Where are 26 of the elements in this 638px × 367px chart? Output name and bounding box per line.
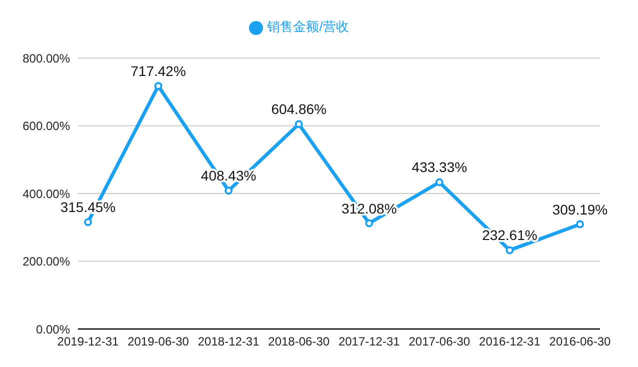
y-tick-label: 400.00%: [22, 186, 70, 201]
x-tick-label: 2019-06-30: [128, 334, 190, 349]
y-tick-label: 800.00%: [22, 51, 70, 66]
point: [576, 220, 584, 228]
x-tick-label: 2016-12-31: [479, 334, 541, 349]
y-tick-label: 0.00%: [36, 322, 70, 336]
x-tick-label: 2018-06-30: [268, 334, 330, 349]
data-label: 309.19%: [552, 201, 608, 218]
data-label: 433.33%: [412, 159, 468, 176]
x-tick-label: 2017-12-31: [338, 334, 400, 349]
point: [435, 178, 444, 186]
point: [224, 186, 233, 195]
data-label: 717.42%: [130, 62, 186, 79]
x-tick-label: 2016-06-30: [549, 334, 612, 349]
point: [506, 246, 514, 254]
x-tick-label: 2019-12-31: [57, 334, 120, 349]
point: [294, 120, 303, 128]
y-tick-label: 200.00%: [22, 254, 70, 269]
point: [84, 218, 92, 226]
x-tick-label: 2018-12-31: [198, 334, 260, 349]
legend-label: 销售金额/营收: [267, 19, 349, 34]
x-tick-label: 2017-06-30: [408, 334, 470, 349]
y-tick-label: 600.00%: [22, 119, 70, 134]
point: [154, 82, 162, 90]
point: [365, 219, 374, 228]
data-label: 604.86%: [271, 101, 326, 118]
